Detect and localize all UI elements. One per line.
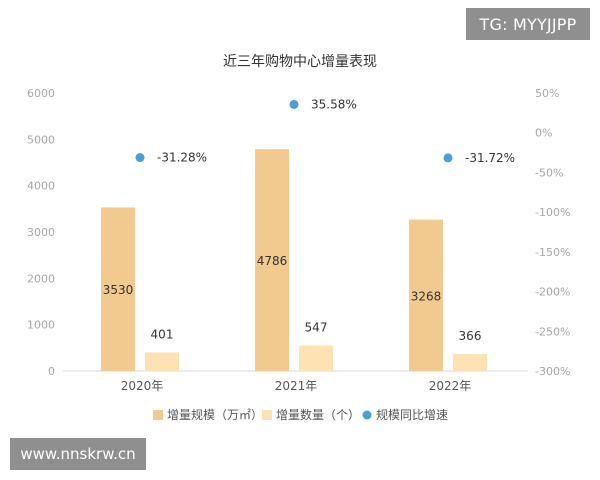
bar-count-label-0: 401 [151, 327, 174, 341]
watermark-badge-bottom: www.nnskrw.cn [10, 438, 146, 470]
right-axis-tick-6: -250% [535, 325, 570, 338]
growth-point-1 [289, 99, 299, 109]
left-axis-tick-6: 6000 [27, 87, 55, 100]
legend-swatch-1 [262, 410, 272, 420]
bar-count-label-2: 366 [459, 329, 482, 343]
left-axis-tick-1: 1000 [27, 319, 55, 332]
x-axis-ticks: 2020年 2021年 2022年 [121, 379, 472, 393]
growth-point-label-0: -31.28% [157, 151, 207, 165]
bar-scale-label-2: 3268 [411, 289, 442, 303]
right-axis-tick-3: -100% [535, 206, 570, 219]
bar-count-1 [299, 345, 333, 371]
left-axis-tick-4: 4000 [27, 180, 55, 193]
bars: 3530 401 4786 547 3268 366 [101, 149, 487, 371]
x-axis-tick-1: 2021年 [275, 379, 318, 393]
right-axis-tick-1: 0% [535, 127, 552, 140]
chart-title: 近三年购物中心增量表现 [223, 54, 377, 70]
right-axis-tick-4: -150% [535, 246, 570, 259]
legend: 增量规模（万㎡） 增量数量（个） 规模同比增速 [153, 407, 448, 422]
bar-scale-1 [255, 149, 289, 371]
bar-count-2 [453, 354, 487, 371]
growth-point-2 [443, 153, 453, 163]
left-axis-tick-0: 0 [48, 365, 55, 378]
legend-swatch-2 [362, 410, 372, 420]
bar-count-label-1: 547 [305, 321, 328, 335]
growth-point-0 [135, 153, 145, 163]
left-axis-tick-5: 5000 [27, 133, 55, 146]
bar-scale-0 [101, 207, 135, 371]
right-axis-tick-5: -200% [535, 286, 570, 299]
growth-point-label-1: 35.58% [311, 97, 357, 111]
left-axis: 0 1000 2000 3000 4000 5000 6000 [27, 87, 55, 378]
right-axis: 50% 0% -50% -100% -150% -200% -250% -300% [535, 87, 570, 378]
watermark-badge-top: TG: MYYJJPP [466, 8, 590, 40]
bar-scale-label-1: 4786 [257, 254, 288, 268]
legend-label-1: 增量数量（个） [276, 407, 360, 422]
growth-points: -31.28% 35.58% -31.72% [135, 97, 515, 165]
bar-count-0 [145, 352, 179, 371]
left-axis-tick-2: 2000 [27, 272, 55, 285]
growth-point-label-2: -31.72% [465, 151, 515, 165]
legend-label-0: 增量规模（万㎡） [167, 407, 263, 422]
right-axis-tick-7: -300% [535, 365, 570, 378]
right-axis-tick-2: -50% [535, 166, 563, 179]
x-axis-tick-0: 2020年 [121, 379, 164, 393]
right-axis-tick-0: 50% [535, 87, 559, 100]
legend-swatch-0 [153, 410, 163, 420]
bar-scale-label-0: 3530 [103, 283, 134, 297]
bar-scale-2 [409, 219, 443, 371]
left-axis-tick-3: 3000 [27, 226, 55, 239]
x-axis-tick-2: 2022年 [429, 379, 472, 393]
legend-label-2: 规模同比增速 [376, 407, 448, 422]
